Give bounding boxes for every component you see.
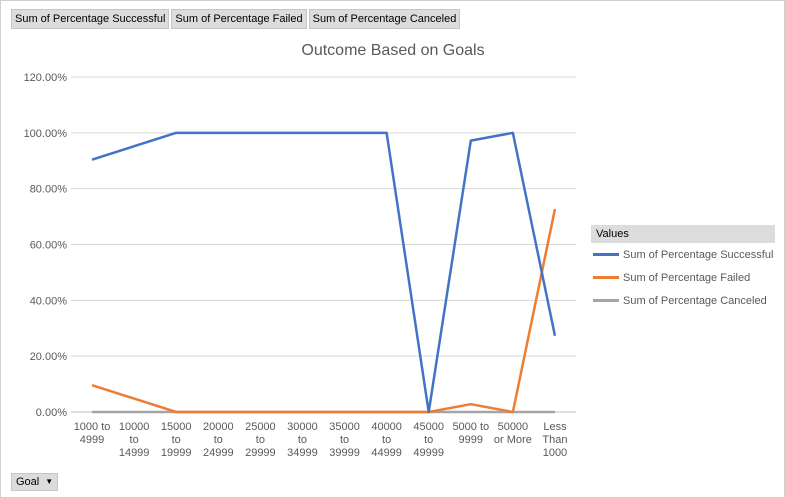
chart-legend: Values Sum of Percentage Successful Sum … [591, 225, 775, 312]
series-line-1 [91, 208, 557, 414]
x-tick-label: Less Than 1000 [542, 421, 567, 459]
legend-label-successful: Sum of Percentage Successful [623, 248, 774, 261]
y-tick-label: 20.00% [30, 351, 68, 363]
legend-item-successful: Sum of Percentage Successful [591, 243, 775, 266]
legend-swatch-canceled [593, 299, 619, 302]
field-button-canceled[interactable]: Sum of Percentage Canceled [308, 9, 461, 29]
series-lines [91, 131, 557, 414]
legend-swatch-failed [593, 276, 619, 279]
legend-item-canceled: Sum of Percentage Canceled [591, 289, 775, 312]
chart-plot: Outcome Based on Goals 0.00% 20.00% 40.00%… [24, 42, 576, 459]
x-tick-label: 50000 or More [494, 421, 532, 446]
x-tick-label: 30000 to 34999 [287, 421, 318, 459]
goal-filter-button[interactable]: Goal ▼ [11, 473, 59, 491]
x-tick-label: 35000 to 39999 [329, 421, 360, 459]
y-axis-ticks: 0.00% 20.00% 40.00% 60.00% 80.00% 100.00% 120.… [24, 72, 68, 419]
x-axis-ticks: 1000 to 4999 10000 to 14999 15000 to 19999 20000… [74, 421, 568, 459]
gridlines [71, 76, 576, 413]
x-tick-label: 45000 to 49999 [413, 421, 444, 459]
x-tick-label: 5000 to 9999 [452, 421, 489, 446]
x-tick-label: 40000 to 44999 [371, 421, 402, 459]
legend-label-canceled: Sum of Percentage Canceled [623, 294, 767, 307]
y-tick-label: 120.00% [24, 72, 68, 84]
chart-title: Outcome Based on Goals [301, 42, 484, 59]
y-tick-label: 80.00% [30, 184, 68, 196]
x-tick-label: 1000 to 4999 [74, 421, 111, 446]
goal-button-label: Goal [16, 476, 40, 488]
x-tick-label: 20000 to 24999 [203, 421, 234, 459]
field-buttons: Sum of Percentage Successful Sum of Perc… [11, 9, 461, 29]
x-tick-label: 25000 to 29999 [245, 421, 276, 459]
field-button-successful[interactable]: Sum of Percentage Successful [11, 9, 170, 29]
field-button-failed[interactable]: Sum of Percentage Failed [171, 9, 307, 29]
y-tick-label: 40.00% [30, 295, 68, 307]
y-tick-label: 0.00% [36, 407, 67, 419]
legend-swatch-successful [593, 253, 619, 256]
y-tick-label: 100.00% [24, 128, 68, 140]
x-tick-label: 10000 to 14999 [119, 421, 150, 459]
legend-label-failed: Sum of Percentage Failed [623, 271, 751, 284]
y-tick-label: 60.00% [30, 240, 68, 252]
legend-item-failed: Sum of Percentage Failed [591, 266, 775, 289]
x-tick-label: 15000 to 19999 [161, 421, 192, 459]
dropdown-caret-icon: ▼ [45, 477, 54, 486]
legend-header: Values [591, 225, 775, 243]
series-line-0 [91, 131, 557, 414]
